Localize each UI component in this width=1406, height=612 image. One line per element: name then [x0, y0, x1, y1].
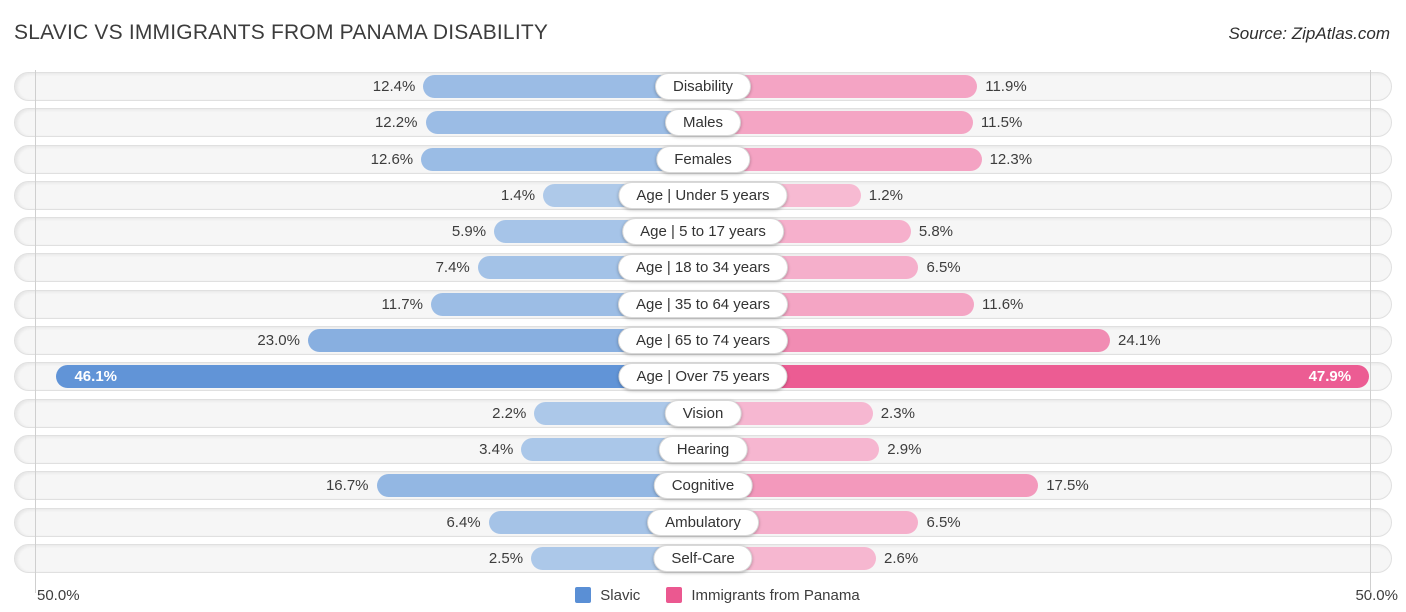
- panama-value-label: 12.3%: [989, 150, 1033, 168]
- slavic-bar: [534, 401, 703, 425]
- panama-value-label: 11.5%: [980, 114, 1023, 132]
- legend-item-panama: Immigrants from Panama: [666, 586, 860, 604]
- chart-row: 1.4% 1.2% Age | Under 5 years: [14, 180, 1392, 210]
- legend: Slavic Immigrants from Panama: [237, 587, 1198, 604]
- panama-value-label: 2.9%: [887, 440, 922, 458]
- category-label: Age | Over 75 years: [618, 363, 788, 391]
- panama-bar: [703, 474, 1039, 498]
- legend-label: Slavic: [600, 586, 641, 604]
- panama-bar: [703, 75, 978, 98]
- category-label: Males: [664, 109, 742, 137]
- chart-row: 6.4% 6.5% Ambulatory: [14, 507, 1392, 537]
- chart-row: 2.2% 2.3% Vision: [14, 398, 1392, 428]
- slavic-bar: [423, 75, 703, 98]
- chart-row: 7.4% 6.5% Age | 18 to 34 years: [14, 253, 1392, 283]
- header: SLAVIC VS IMMIGRANTS FROM PANAMA DISABIL…: [0, 0, 1406, 46]
- slavic-value-label: 12.4%: [372, 78, 416, 95]
- chart-row: 12.6% 12.3% Females: [14, 144, 1392, 174]
- chart-row: 3.4% 2.9% Hearing: [14, 434, 1392, 464]
- category-label: Age | 65 to 74 years: [618, 327, 788, 355]
- slavic-value-label: 12.2%: [374, 114, 418, 132]
- axis-gridline-right: [1370, 70, 1371, 593]
- chart-row: 12.4% 11.9% Disability: [14, 72, 1392, 101]
- chart-row: 23.0% 24.1% Age | 65 to 74 years: [14, 326, 1392, 356]
- slavic-bar: [521, 437, 703, 461]
- category-label: Age | 5 to 17 years: [622, 218, 784, 246]
- slavic-bar: [307, 329, 703, 353]
- slavic-bar: [425, 111, 703, 135]
- category-label: Ambulatory: [647, 508, 759, 536]
- panama-swatch-icon: [666, 587, 683, 604]
- panama-value-label: 24.1%: [1118, 332, 1161, 350]
- panama-bar: [703, 329, 1111, 353]
- slavic-bar: 46.1%: [56, 365, 703, 389]
- panama-value-label: 11.9%: [985, 78, 1027, 95]
- panama-value-label: 6.5%: [926, 513, 961, 531]
- panama-value-label: 6.5%: [926, 259, 961, 277]
- panama-bar: [703, 437, 880, 461]
- chart-row: 12.2% 11.5% Males: [14, 108, 1392, 138]
- category-label: Hearing: [658, 435, 748, 463]
- panama-bar: [703, 111, 973, 135]
- slavic-value-label: 5.9%: [451, 223, 487, 241]
- slavic-bar: [421, 147, 703, 171]
- axis-label-right: 50.0%: [1355, 586, 1398, 604]
- panama-bar: [703, 147, 982, 171]
- butterfly-chart: 12.4% 11.9% Disability 12.2% 11.5% Males…: [14, 70, 1392, 593]
- chart-row: 46.1% 47.9% Age | Over 75 years: [14, 362, 1392, 392]
- slavic-value-label: 1.4%: [500, 186, 536, 204]
- category-label: Age | 18 to 34 years: [618, 254, 788, 282]
- category-label: Age | Under 5 years: [618, 181, 788, 209]
- category-label: Cognitive: [653, 472, 753, 500]
- panama-value-label: 2.3%: [880, 404, 915, 422]
- slavic-value-label: 6.4%: [446, 513, 481, 531]
- chart-row: 11.7% 11.6% Age | 35 to 64 years: [14, 289, 1392, 319]
- panama-value-label: 11.6%: [981, 295, 1024, 313]
- slavic-value-label: 12.6%: [370, 150, 414, 168]
- panama-bar: [703, 401, 873, 425]
- chart-row: 2.5% 2.6% Self-Care: [14, 543, 1392, 573]
- chart-row: 5.9% 5.8% Age | 5 to 17 years: [14, 217, 1392, 247]
- legend-label: Immigrants from Panama: [691, 586, 860, 604]
- chart-footer: 50.0% Slavic Immigrants from Panama 50.0…: [0, 580, 1406, 610]
- category-label: Age | 35 to 64 years: [618, 290, 788, 318]
- slavic-bar: [376, 474, 703, 498]
- slavic-value-label: 7.4%: [435, 259, 470, 277]
- slavic-value-label: 2.5%: [488, 549, 524, 567]
- category-label: Self-Care: [653, 544, 753, 572]
- category-label: Disability: [654, 73, 752, 100]
- legend-item-slavic: Slavic: [575, 587, 640, 604]
- slavic-value-label: 23.0%: [257, 332, 300, 350]
- slavic-value-label: 3.4%: [479, 440, 514, 458]
- slavic-value-label: 16.7%: [325, 477, 369, 495]
- chart-rows: 12.4% 11.9% Disability 12.2% 11.5% Males…: [14, 72, 1392, 573]
- category-label: Females: [656, 145, 750, 173]
- slavic-swatch-icon: [575, 587, 592, 604]
- chart-row: 16.7% 17.5% Cognitive: [14, 471, 1392, 501]
- page-title: SLAVIC VS IMMIGRANTS FROM PANAMA DISABIL…: [14, 21, 549, 44]
- axis-gridline-left: [35, 70, 36, 593]
- panama-value-label: 1.2%: [868, 186, 903, 204]
- panama-value-label: 17.5%: [1046, 477, 1089, 495]
- axis-label-left: 50.0%: [37, 586, 80, 604]
- panama-value-label: 5.8%: [918, 223, 954, 241]
- source-attribution: Source: ZipAtlas.com: [1228, 24, 1390, 43]
- panama-bar: 47.9%: [703, 365, 1370, 389]
- category-label: Vision: [664, 399, 742, 427]
- slavic-value-label: 2.2%: [492, 404, 527, 422]
- panama-value-label: 2.6%: [883, 549, 919, 567]
- slavic-value-label: 11.7%: [381, 295, 423, 313]
